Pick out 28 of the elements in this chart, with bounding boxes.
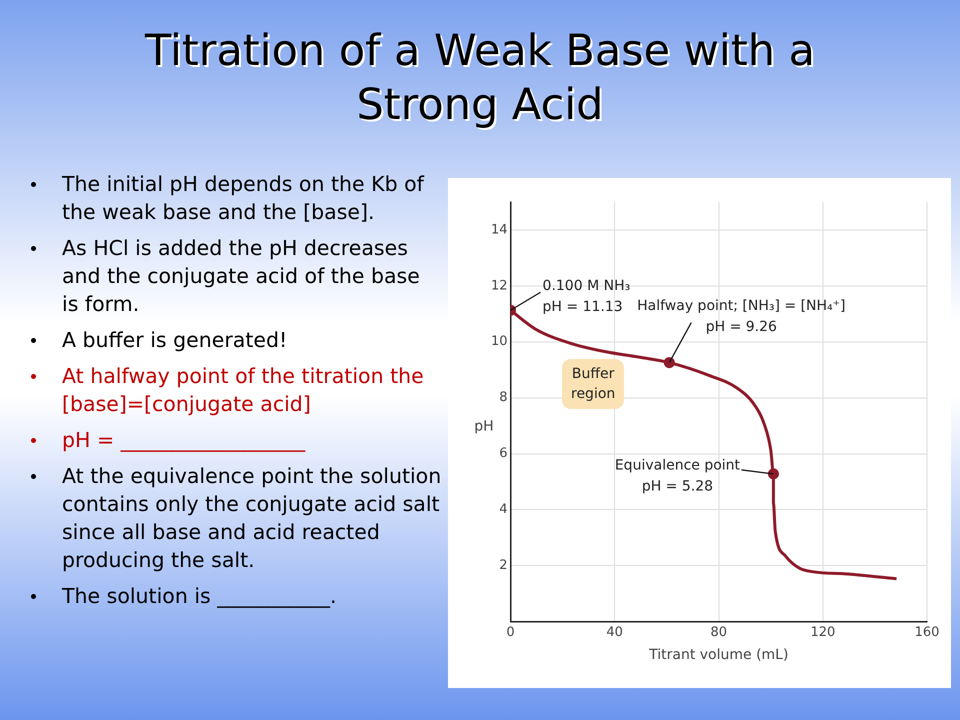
y-tick-label: 14 bbox=[490, 222, 508, 238]
text: The initial pH depends on the Kb of the weak base and the [base]. bbox=[62, 172, 424, 224]
x-tick-label: 0 bbox=[506, 624, 515, 640]
point bbox=[664, 357, 675, 368]
x-tick-label: 40 bbox=[606, 624, 623, 640]
y-tick-label: 8 bbox=[499, 390, 508, 406]
text: A buffer is generated! bbox=[62, 328, 288, 352]
x-tick-label: 80 bbox=[710, 624, 728, 640]
y-tick-label: 12 bbox=[490, 278, 508, 294]
y-tick-label: 6 bbox=[499, 446, 508, 462]
point bbox=[768, 468, 779, 480]
y-tick-label: 10 bbox=[490, 334, 508, 350]
chart-title: Titration of a Weak Base with a Strong Acid bbox=[144, 25, 816, 132]
y-tick-label: 2 bbox=[499, 558, 508, 574]
text: pH = __________________ bbox=[62, 428, 306, 452]
annotation: Buffer region bbox=[562, 359, 624, 409]
y-axis-title: pH bbox=[474, 418, 494, 434]
text: At halfway point of the titration the [base]=[conjugate acid] bbox=[62, 364, 424, 416]
y-tick-label: 4 bbox=[499, 502, 508, 518]
text: The solution is ___________. bbox=[62, 584, 336, 608]
x-tick-label: 160 bbox=[914, 624, 940, 640]
annotation: Halfway point; [NH₃] = [NH₄⁺] pH = 9.26 bbox=[637, 298, 846, 336]
annotation: 0.100 M NH₃ pH = 11.13 bbox=[542, 278, 630, 315]
x-tick-label: 120 bbox=[810, 624, 836, 640]
text: As HCl is added the pH decreases and the conjugate acid of the base is form. bbox=[62, 236, 420, 316]
annotation: Equivalence point pH = 5.28 bbox=[614, 458, 741, 495]
text: At the equivalence point the solution contains only the conjugate acid salt since all base and acid reacted producing the salt. bbox=[62, 464, 442, 572]
x-axis-title: Titrant volume (mL) bbox=[648, 647, 788, 664]
